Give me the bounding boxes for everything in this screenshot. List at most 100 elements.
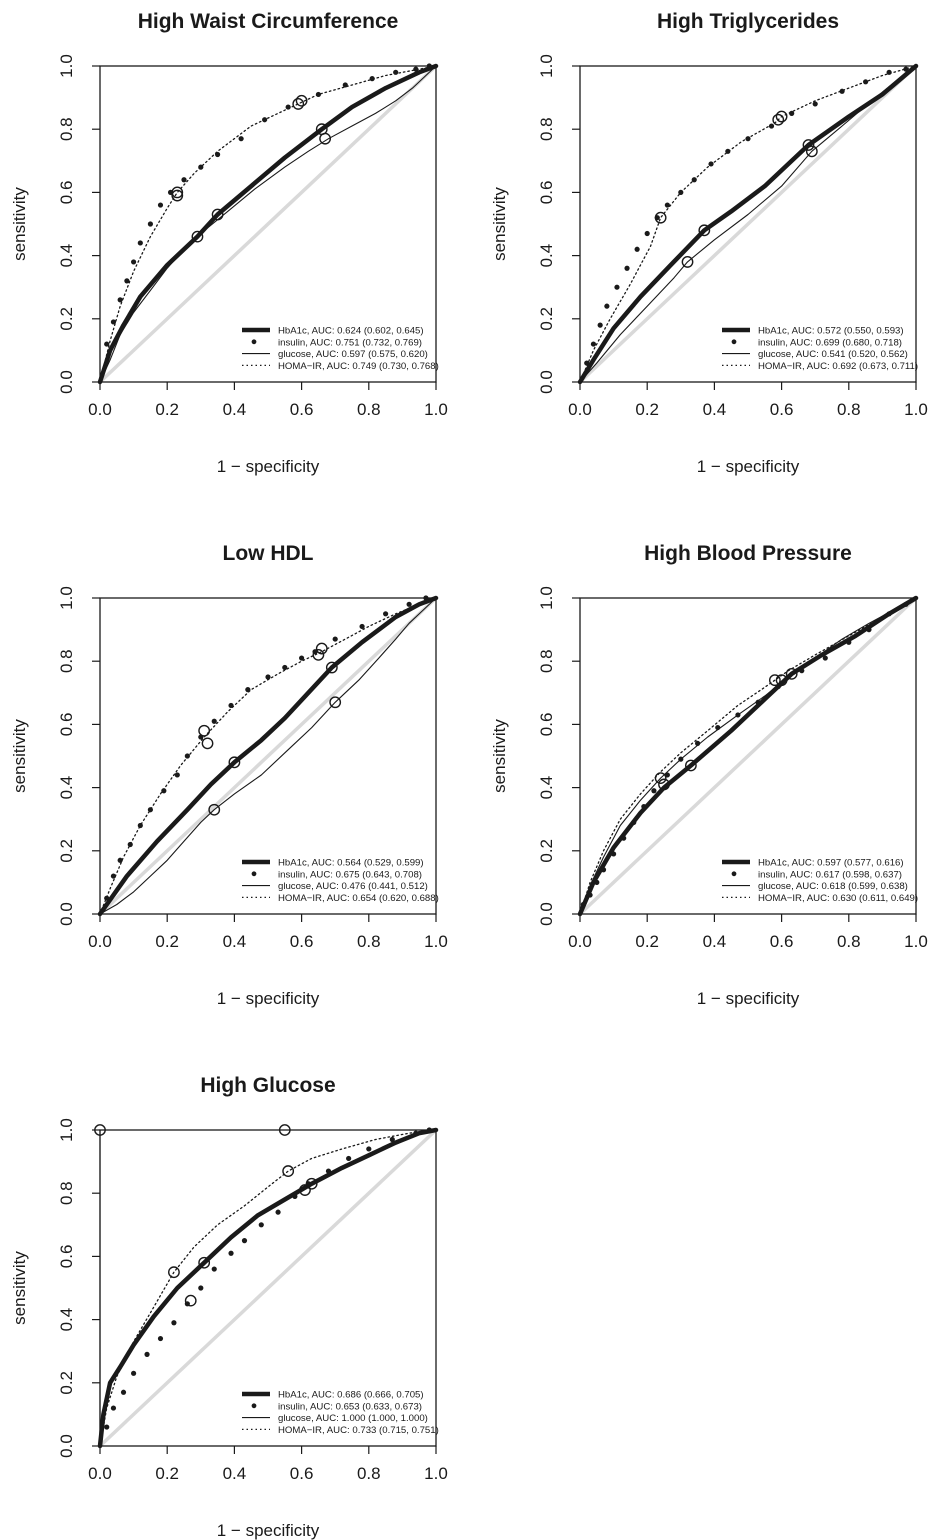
data-point: [157, 1335, 164, 1342]
x-tick-label: 1.0: [904, 932, 928, 951]
y-axis-label: sensitivity: [490, 719, 509, 793]
y-tick-label: 0.4: [57, 244, 76, 268]
threshold-marker: [208, 803, 221, 816]
data-point: [228, 1250, 234, 1256]
legend-entry: glucose, AUC: 0.618 (0.599, 0.638): [758, 881, 908, 892]
series-line: [577, 595, 919, 917]
data-point: [171, 1320, 177, 1326]
series-line: [97, 595, 439, 917]
x-tick-label: 0.6: [770, 932, 794, 951]
data-point: [594, 879, 600, 886]
data-point: [238, 136, 244, 142]
data-point: [799, 668, 805, 674]
data-point: [866, 627, 872, 633]
y-tick-label: 0.2: [57, 1371, 76, 1395]
threshold-marker: [698, 224, 711, 237]
threshold-marker: [325, 661, 338, 674]
legend-entry: HOMA−IR, AUC: 0.630 (0.611, 0.649): [758, 893, 918, 904]
y-tick-label: 0.8: [537, 117, 556, 141]
data-point: [157, 202, 164, 208]
threshold-marker: [805, 145, 818, 158]
threshold-marker: [681, 256, 694, 268]
chart-title: High Blood Pressure: [644, 542, 852, 565]
y-tick-label: 0.0: [57, 902, 76, 926]
x-tick-label: 0.2: [155, 1464, 179, 1483]
y-tick-label: 0.8: [57, 1181, 76, 1205]
data-point: [611, 851, 617, 857]
legend-entry: HbA1c, AUC: 0.572 (0.550, 0.593): [758, 326, 904, 337]
threshold-marker: [775, 674, 788, 687]
y-tick-label: 1.0: [57, 586, 76, 610]
x-tick-label: 1.0: [424, 1464, 448, 1483]
data-point: [120, 1389, 127, 1395]
roc-panel: High Blood Pressure 0.0 0.2 0.4 0.6 0.8 1.0 0.0…: [490, 542, 928, 1008]
data-point: [104, 341, 110, 347]
threshold-marker: [315, 642, 328, 655]
threshold-marker: [654, 211, 667, 224]
x-tick-label: 0.8: [357, 400, 381, 419]
legend-entry: insulin, AUC: 0.675 (0.643, 0.708): [278, 869, 422, 880]
data-point: [369, 76, 375, 82]
data-point: [104, 1424, 110, 1430]
y-tick-label: 0.2: [57, 839, 76, 863]
x-tick-label: 0.0: [88, 400, 112, 419]
series-line: [579, 597, 917, 915]
series-line: [579, 65, 917, 383]
x-tick-label: 0.4: [223, 932, 247, 951]
x-tick-label: 0.0: [88, 1464, 112, 1483]
legend-entry: insulin, AUC: 0.653 (0.633, 0.673): [278, 1401, 422, 1412]
x-tick-label: 0.2: [155, 400, 179, 419]
x-axis-label: 1 − specificity: [697, 989, 800, 1008]
data-point: [644, 230, 650, 237]
legend-key: [251, 1403, 257, 1409]
data-point: [110, 1405, 117, 1411]
data-point: [117, 297, 123, 303]
legend-entry: HOMA−IR, AUC: 0.733 (0.715, 0.751): [278, 1425, 439, 1436]
legend-entry: HOMA−IR, AUC: 0.749 (0.730, 0.768): [278, 361, 439, 372]
reference-diagonal: [98, 596, 438, 916]
data-point: [624, 265, 630, 271]
x-tick-label: 0.4: [223, 400, 247, 419]
data-point: [664, 202, 670, 208]
threshold-marker: [768, 674, 781, 687]
series-line: [97, 63, 439, 385]
series-line: [99, 65, 437, 383]
legend-entry: HOMA−IR, AUC: 0.692 (0.673, 0.711): [758, 361, 918, 372]
series-line: [577, 63, 919, 385]
data-point: [161, 788, 167, 794]
threshold-marker: [658, 778, 670, 791]
data-point: [634, 246, 640, 252]
x-axis-label: 1 − specificity: [697, 457, 800, 476]
x-tick-label: 0.8: [357, 1464, 381, 1483]
data-point: [614, 284, 620, 290]
y-tick-label: 0.0: [57, 370, 76, 394]
x-axis-label: 1 − specificity: [217, 457, 320, 476]
data-point: [406, 601, 412, 607]
y-tick-label: 0.2: [57, 307, 76, 331]
legend-entry: insulin, AUC: 0.751 (0.732, 0.769): [278, 337, 422, 348]
data-point: [641, 803, 647, 810]
threshold-marker: [201, 737, 214, 750]
y-axis-label: sensitivity: [10, 1251, 29, 1325]
chart-title: Low HDL: [223, 542, 314, 565]
data-point: [413, 1130, 419, 1136]
threshold-marker: [299, 1184, 311, 1196]
legend-key: [251, 871, 257, 877]
x-tick-label: 0.6: [770, 400, 794, 419]
data-point: [241, 1238, 248, 1244]
y-tick-label: 0.2: [537, 839, 556, 863]
y-tick-label: 0.8: [537, 649, 556, 673]
x-tick-label: 1.0: [424, 400, 448, 419]
y-tick-label: 1.0: [537, 586, 556, 610]
data-point: [211, 1266, 217, 1272]
series-line: [99, 65, 437, 383]
plot-frame: [99, 65, 437, 383]
legend-entry: HbA1c, AUC: 0.686 (0.666, 0.705): [278, 1390, 424, 1401]
x-tick-label: 0.0: [88, 932, 112, 951]
y-tick-label: 0.4: [537, 244, 556, 268]
data-point: [597, 322, 603, 328]
chart-title: High Triglycerides: [657, 10, 839, 33]
threshold-marker: [312, 648, 325, 661]
plot-frame: [579, 597, 917, 915]
roc-panel: Low HDL 0.0 0.2 0.4 0.6 0.8 1.0 0.0 0.2 0.4 0.6 0.8…: [10, 542, 448, 1008]
